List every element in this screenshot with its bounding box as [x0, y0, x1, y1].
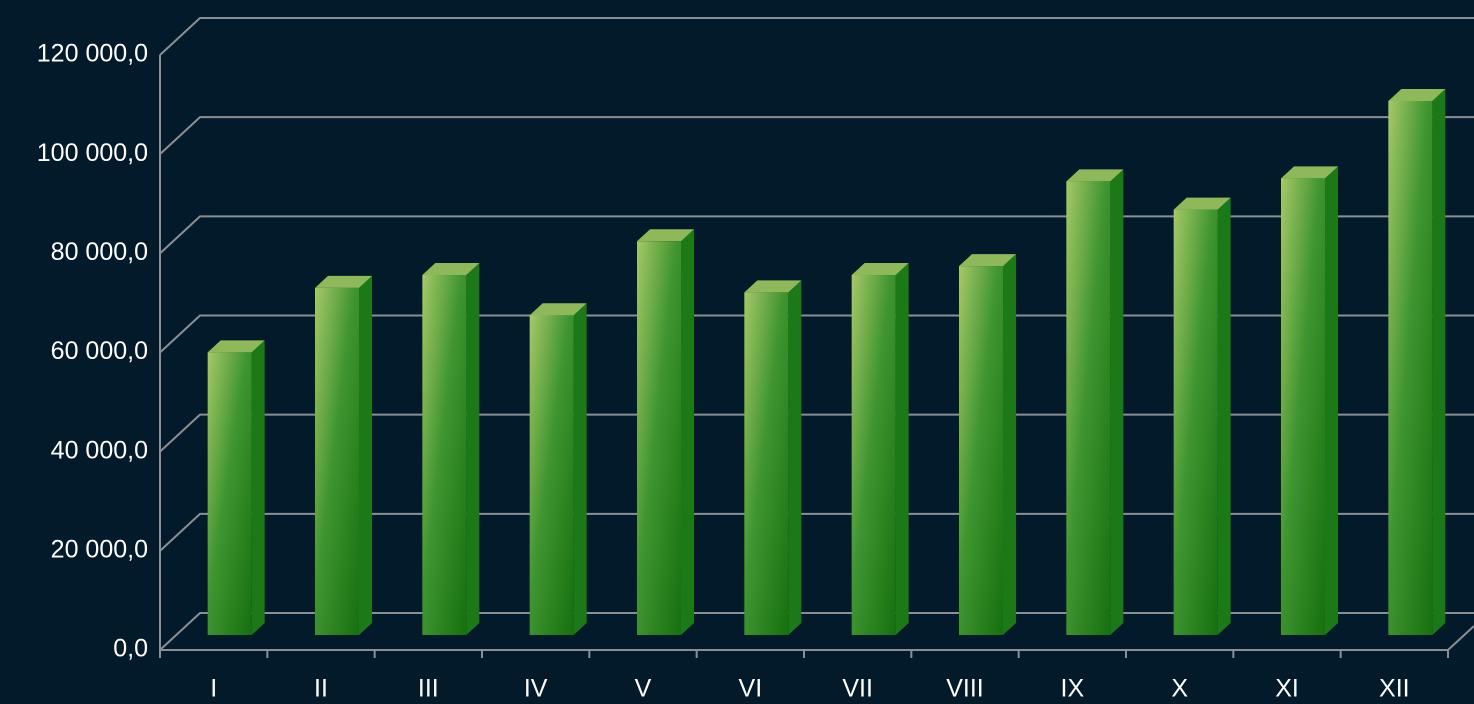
bar-face: [207, 352, 252, 635]
bar-side: [1432, 88, 1446, 636]
bar-side: [788, 280, 802, 635]
bar-face: [422, 275, 467, 635]
bar: [1173, 197, 1231, 635]
x-tick-label: VII: [842, 675, 873, 703]
bar-top: [744, 280, 802, 293]
y-tick-label: 100 000,0: [37, 139, 148, 167]
x-tick-label: XII: [1379, 675, 1410, 703]
bar-top: [315, 275, 372, 288]
bar: [1281, 166, 1338, 635]
bar-side: [1110, 169, 1124, 635]
bar: [637, 229, 694, 635]
x-tick-label: V: [635, 675, 652, 703]
bar-face: [1281, 178, 1325, 635]
grid-line: [159, 314, 1474, 354]
y-tick-label: 80 000,0: [51, 238, 148, 266]
bar-face: [1066, 181, 1111, 635]
x-tick-label: II: [314, 675, 328, 703]
x-tick-label: VI: [739, 675, 763, 703]
y-tick-label: 60 000,0: [51, 337, 148, 365]
bar-face: [959, 266, 1003, 635]
bar: [1388, 88, 1446, 636]
bar-top: [1173, 197, 1231, 210]
bar-face: [529, 315, 574, 635]
bar-side: [251, 340, 265, 635]
grid-line: [159, 413, 1474, 453]
x-tick-label: VIII: [946, 675, 984, 703]
bar: [529, 303, 587, 635]
bar-side: [681, 229, 694, 635]
bar-side: [895, 263, 909, 635]
grid-line: [159, 116, 1474, 155]
x-tick-label: IV: [524, 675, 548, 703]
bar-top: [422, 263, 480, 276]
bar-top: [207, 340, 265, 353]
bar-top: [959, 254, 1016, 267]
bar-top: [1066, 169, 1124, 182]
x-tick-label: X: [1171, 675, 1188, 703]
bar: [851, 263, 909, 635]
bar-side: [573, 303, 587, 635]
y-tick-label: 0,0: [113, 635, 148, 663]
grid-line: [159, 17, 1474, 56]
bar: [1066, 169, 1124, 635]
bar-face: [744, 292, 789, 635]
bar-top: [637, 229, 694, 242]
grid-line: [159, 612, 1474, 651]
bar: [422, 263, 480, 635]
grid-line: [159, 512, 1474, 552]
x-tick-label: III: [418, 675, 439, 703]
bar-face: [1388, 100, 1433, 636]
bar-top: [1388, 88, 1446, 101]
bar-face: [637, 241, 681, 635]
grid-line: [159, 215, 1474, 255]
y-tick-label: 120 000,0: [37, 40, 148, 68]
y-tick-label: 40 000,0: [51, 436, 148, 464]
bar-face: [315, 287, 359, 635]
bar-side: [1325, 166, 1338, 635]
x-tick-label: XI: [1275, 675, 1299, 703]
bar-side: [1003, 254, 1016, 635]
y-tick-label: 20 000,0: [51, 535, 148, 563]
bar-face: [851, 275, 896, 635]
x-tick-label: IX: [1061, 675, 1085, 703]
bar-top: [1281, 166, 1338, 179]
x-tick-label: I: [210, 675, 217, 703]
bar-face: [1173, 209, 1218, 635]
bar-top: [529, 303, 587, 316]
bar-top: [851, 263, 909, 276]
bar: [959, 254, 1016, 635]
bar: [744, 280, 802, 635]
bar-side: [466, 263, 480, 635]
bar-side: [1217, 197, 1231, 635]
bar: [315, 275, 372, 635]
bar-side: [359, 275, 372, 635]
bar: [207, 340, 265, 635]
